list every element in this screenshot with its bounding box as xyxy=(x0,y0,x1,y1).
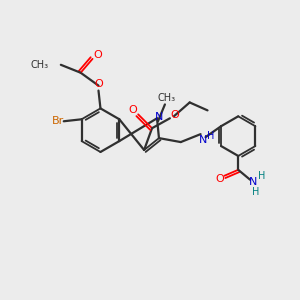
Text: CH₃: CH₃ xyxy=(31,60,49,70)
Text: H: H xyxy=(258,171,266,181)
Text: O: O xyxy=(94,79,103,88)
Text: O: O xyxy=(129,105,138,116)
Text: CH₃: CH₃ xyxy=(158,94,176,103)
Text: N: N xyxy=(155,112,163,122)
Text: H: H xyxy=(252,187,260,196)
Text: N: N xyxy=(249,177,257,187)
Text: H: H xyxy=(207,131,214,141)
Text: O: O xyxy=(170,110,179,120)
Text: O: O xyxy=(93,50,102,60)
Text: O: O xyxy=(215,174,224,184)
Text: Br: Br xyxy=(52,116,64,126)
Text: N: N xyxy=(200,135,208,145)
